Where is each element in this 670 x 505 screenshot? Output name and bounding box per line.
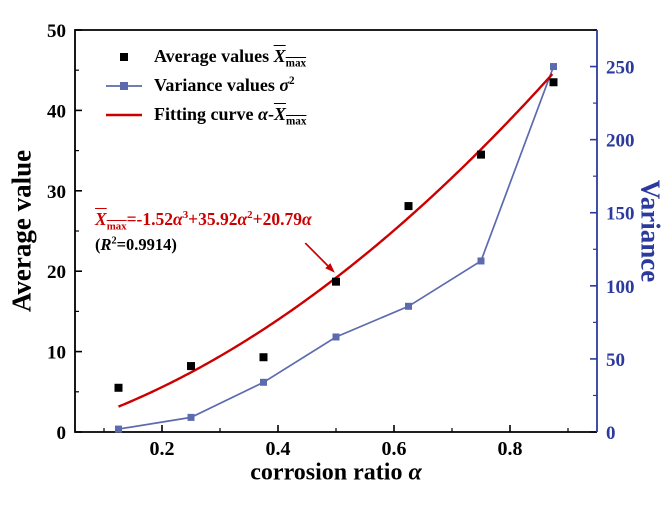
token-italic: α	[257, 104, 268, 124]
legend-marker-square	[120, 81, 128, 90]
variance-point	[550, 63, 557, 71]
average-point	[332, 277, 340, 286]
token-overline: Xmax	[95, 209, 127, 232]
x-tick-label: 0.6	[382, 438, 407, 460]
token-overline: Xmax	[273, 46, 306, 69]
token-italic: α	[237, 209, 248, 229]
variance-point	[260, 378, 267, 386]
variance-point	[405, 302, 412, 310]
token-text: Average value	[6, 149, 37, 313]
legend-marker-square	[120, 52, 128, 61]
token-italic: X	[95, 209, 107, 229]
token-italic: α	[301, 209, 312, 229]
annotation-arrow-head	[325, 263, 335, 273]
axis-frame	[74, 29, 597, 433]
average-point	[477, 150, 485, 159]
token-text: Fitting curve	[154, 104, 258, 124]
y-right-tick-label: 50	[606, 350, 625, 371]
token-italic: X	[273, 104, 286, 124]
legend-item-fit: Fitting curve α-Xmax	[104, 100, 306, 129]
x-tick-label: 0.8	[498, 438, 523, 460]
token-text: +20.79	[252, 209, 302, 229]
y-right-tick-label: 0	[606, 423, 616, 444]
variance-point	[477, 257, 485, 265]
annotation-r-squared: (R2=0.9914)	[95, 235, 312, 255]
y-left-tick-label: 40	[47, 101, 66, 122]
legend-label-average: Average values Xmax	[154, 46, 306, 69]
y-right-tick-label: 100	[606, 277, 635, 298]
average-point	[404, 202, 413, 211]
legend-marker-variance	[106, 81, 142, 90]
average-point	[114, 383, 123, 392]
y-left-tick-label: 0	[57, 423, 67, 444]
left-axis-title: Average value	[7, 150, 38, 312]
variance-point	[332, 333, 340, 341]
legend-marker-average	[120, 52, 128, 61]
legend-label-variance: Variance values σ2	[154, 75, 295, 96]
token-sup: 2	[111, 235, 117, 247]
y-left-tick-label: 20	[47, 262, 66, 283]
legend-item-variance: Variance values σ2	[104, 71, 306, 100]
y-left-tick-label: 30	[47, 182, 66, 203]
legend-item-average: Average values Xmax	[104, 42, 306, 71]
token-text: +35.92	[188, 209, 238, 229]
average-point	[259, 353, 268, 362]
token-italic: α	[173, 209, 183, 229]
token-sup: 2	[247, 209, 253, 222]
token-text: =0.9914)	[116, 235, 177, 254]
x-tick-label: 0.4	[266, 438, 291, 460]
y-right-tick-label: 200	[606, 131, 635, 152]
legend-label-fit: Fitting curve α-Xmax	[154, 104, 306, 127]
annotation-arrow-line	[304, 242, 329, 267]
token-italic: σ	[279, 75, 290, 95]
legend: Average values Xmax Variance values σ2 Fit…	[104, 42, 306, 129]
x-axis-title: corrosion ratio α	[250, 460, 421, 487]
y-right-tick-label: 250	[606, 58, 635, 79]
token-text: Variance	[635, 179, 666, 283]
legend-marker-fit	[106, 113, 142, 116]
token-text: -	[267, 104, 274, 124]
annotation: Xmax=-1.52α3+35.92α2+20.79α (R2=0.9914)	[95, 209, 312, 255]
y-right-tick-label: 150	[606, 204, 635, 225]
y-left-tick-label: 10	[47, 343, 66, 364]
annotation-equation: Xmax=-1.52α3+35.92α2+20.79α	[95, 209, 312, 232]
y-left-tick-label: 50	[47, 21, 66, 42]
token-text: (	[95, 235, 101, 254]
token-text: corrosion ratio	[250, 459, 409, 486]
variance-point	[115, 425, 122, 433]
token-italic: R	[100, 235, 112, 254]
x-tick-label: 0.2	[150, 438, 175, 460]
token-overline: Xmax	[273, 104, 306, 127]
token-sup: 3	[182, 209, 189, 222]
token-sup: 2	[289, 75, 295, 87]
right-axis-title: Variance	[635, 180, 666, 283]
token-sub: max	[285, 115, 307, 128]
token-italic: X	[273, 46, 286, 66]
token-sub: max	[285, 57, 307, 70]
token-italic: α	[408, 459, 422, 486]
token-text: =-1.52	[126, 209, 174, 229]
token-text: Variance values	[154, 75, 280, 95]
variance-point	[187, 413, 195, 421]
token-text: Average values	[154, 46, 274, 66]
average-point	[187, 362, 195, 371]
token-sub: max	[106, 220, 127, 233]
average-point	[549, 78, 558, 87]
